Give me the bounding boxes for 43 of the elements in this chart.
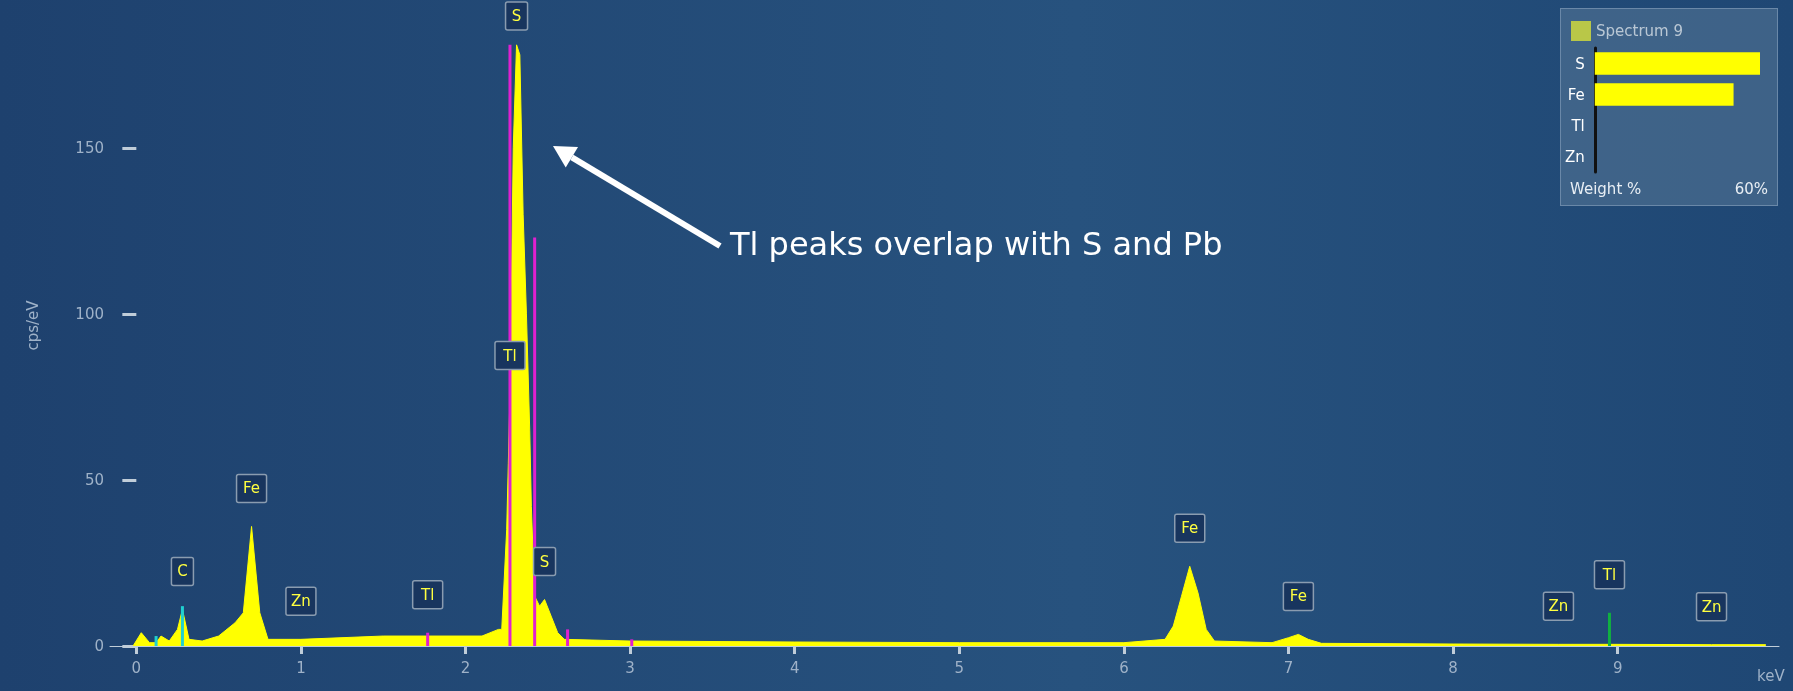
y-tick-label: 100 bbox=[75, 304, 104, 323]
bar bbox=[630, 639, 634, 646]
annotation: Fe bbox=[243, 479, 261, 498]
x-tick-label: 1 bbox=[296, 658, 306, 677]
x-tick-label: 3 bbox=[625, 658, 635, 677]
bar bbox=[154, 636, 158, 646]
y-tick-label: Tl bbox=[1570, 116, 1585, 135]
annotation: S bbox=[511, 7, 522, 25]
y-tick-label: Zn bbox=[1564, 147, 1585, 166]
annotation: C bbox=[177, 562, 188, 581]
bar bbox=[1607, 612, 1611, 646]
x-tick-label: 6 bbox=[1119, 658, 1129, 677]
annotation: 60% bbox=[1734, 179, 1768, 198]
x-tick-label: 8 bbox=[1448, 658, 1458, 677]
annotation: S bbox=[539, 552, 550, 571]
x-axis-title: keV bbox=[1757, 666, 1786, 685]
annotation: Tl peaks overlap with S and Pb bbox=[729, 225, 1223, 263]
annotation: Tl bbox=[502, 346, 517, 365]
annotation: Fe bbox=[1289, 587, 1307, 606]
x-tick-label: 4 bbox=[789, 658, 800, 677]
legend-label: Spectrum 9 bbox=[1596, 22, 1683, 40]
y-tick-label: S bbox=[1575, 54, 1585, 73]
x-tick-label: 0 bbox=[131, 658, 142, 677]
bar bbox=[180, 606, 184, 646]
y-tick-label: 0 bbox=[94, 637, 104, 655]
y-tick-label: 150 bbox=[75, 138, 104, 157]
bar bbox=[426, 632, 430, 646]
annotation: Fe bbox=[1181, 519, 1199, 538]
annotation: Zn bbox=[291, 592, 311, 611]
annotation: Tl bbox=[420, 585, 435, 604]
annotation: Zn bbox=[1701, 597, 1722, 616]
x-tick-label: 7 bbox=[1283, 658, 1294, 677]
x-axis-title: Weight % bbox=[1570, 179, 1642, 198]
y-tick-label: 50 bbox=[84, 470, 104, 489]
y-axis-title: cps/eV bbox=[23, 299, 42, 351]
bar bbox=[533, 237, 537, 646]
x-tick-label: 9 bbox=[1612, 658, 1623, 677]
annotation: Zn bbox=[1548, 597, 1569, 616]
x-tick-label: 5 bbox=[954, 658, 965, 677]
y-tick-label: Fe bbox=[1567, 85, 1585, 104]
annotation: Tl bbox=[1601, 565, 1617, 584]
x-tick-label: 2 bbox=[460, 658, 471, 677]
bar bbox=[566, 629, 570, 646]
